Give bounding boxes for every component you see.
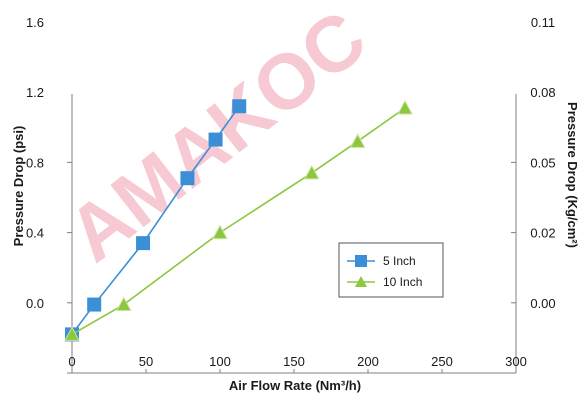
legend: 5 Inch 10 Inch: [338, 242, 444, 298]
legend-marker-triangle: [355, 276, 367, 287]
series-line-10-inch: [71, 107, 406, 336]
data-point-triangle: [115, 296, 132, 312]
data-point-triangle: [303, 164, 320, 180]
x-tick-label: 150: [283, 354, 305, 369]
series-layer: [64, 99, 413, 342]
data-point-triangle: [397, 99, 413, 115]
y-tick-label-left: 0.0: [26, 296, 44, 311]
y-tick-label-left: 0.4: [26, 226, 44, 241]
y-tick-label-right: 0.11: [531, 15, 555, 30]
legend-label: 5 Inch: [383, 254, 416, 268]
data-point-square: [87, 297, 102, 312]
data-point-triangle: [349, 133, 366, 148]
legend-marker-square: [355, 255, 367, 267]
y-tick-label-left: 0.8: [26, 155, 44, 170]
y-tick-label-left: 1.6: [26, 15, 44, 30]
x-tick-label: 250: [431, 354, 453, 369]
axes-layer: 0.0 0.00 0.4 0.02 0.8 0.05 1.2 0.08 1.6 0.11 0 50 10…: [26, 15, 556, 374]
data-point-triangle: [212, 224, 228, 240]
data-point-square: [208, 132, 223, 147]
data-point-square: [180, 171, 195, 186]
y-tick-label-right: 0.02: [530, 226, 555, 241]
x-tick-label: 200: [357, 354, 379, 369]
x-tick-label: 100: [209, 354, 231, 369]
x-tick-label: 50: [139, 354, 153, 369]
data-point-square: [232, 99, 247, 114]
y-tick-label-right: 0.05: [530, 155, 555, 170]
y-tick-label-right: 0.00: [530, 296, 555, 311]
y-axis-label-right: Pressure Drop (Kg/cm²): [565, 102, 580, 248]
data-point-triangle: [64, 326, 80, 341]
x-tick-label: 0: [68, 354, 75, 369]
y-tick-label-left: 1.2: [26, 85, 44, 100]
x-axis-label: Air Flow Rate (Nm³/h): [229, 378, 361, 393]
data-point-square: [136, 236, 151, 251]
legend-box: [338, 242, 444, 298]
legend-label: 10 Inch: [383, 275, 422, 289]
x-tick-label: 300: [505, 354, 527, 369]
y-tick-label-right: 0.08: [530, 85, 555, 100]
y-axis-label-left: Pressure Drop (psi): [11, 126, 26, 247]
